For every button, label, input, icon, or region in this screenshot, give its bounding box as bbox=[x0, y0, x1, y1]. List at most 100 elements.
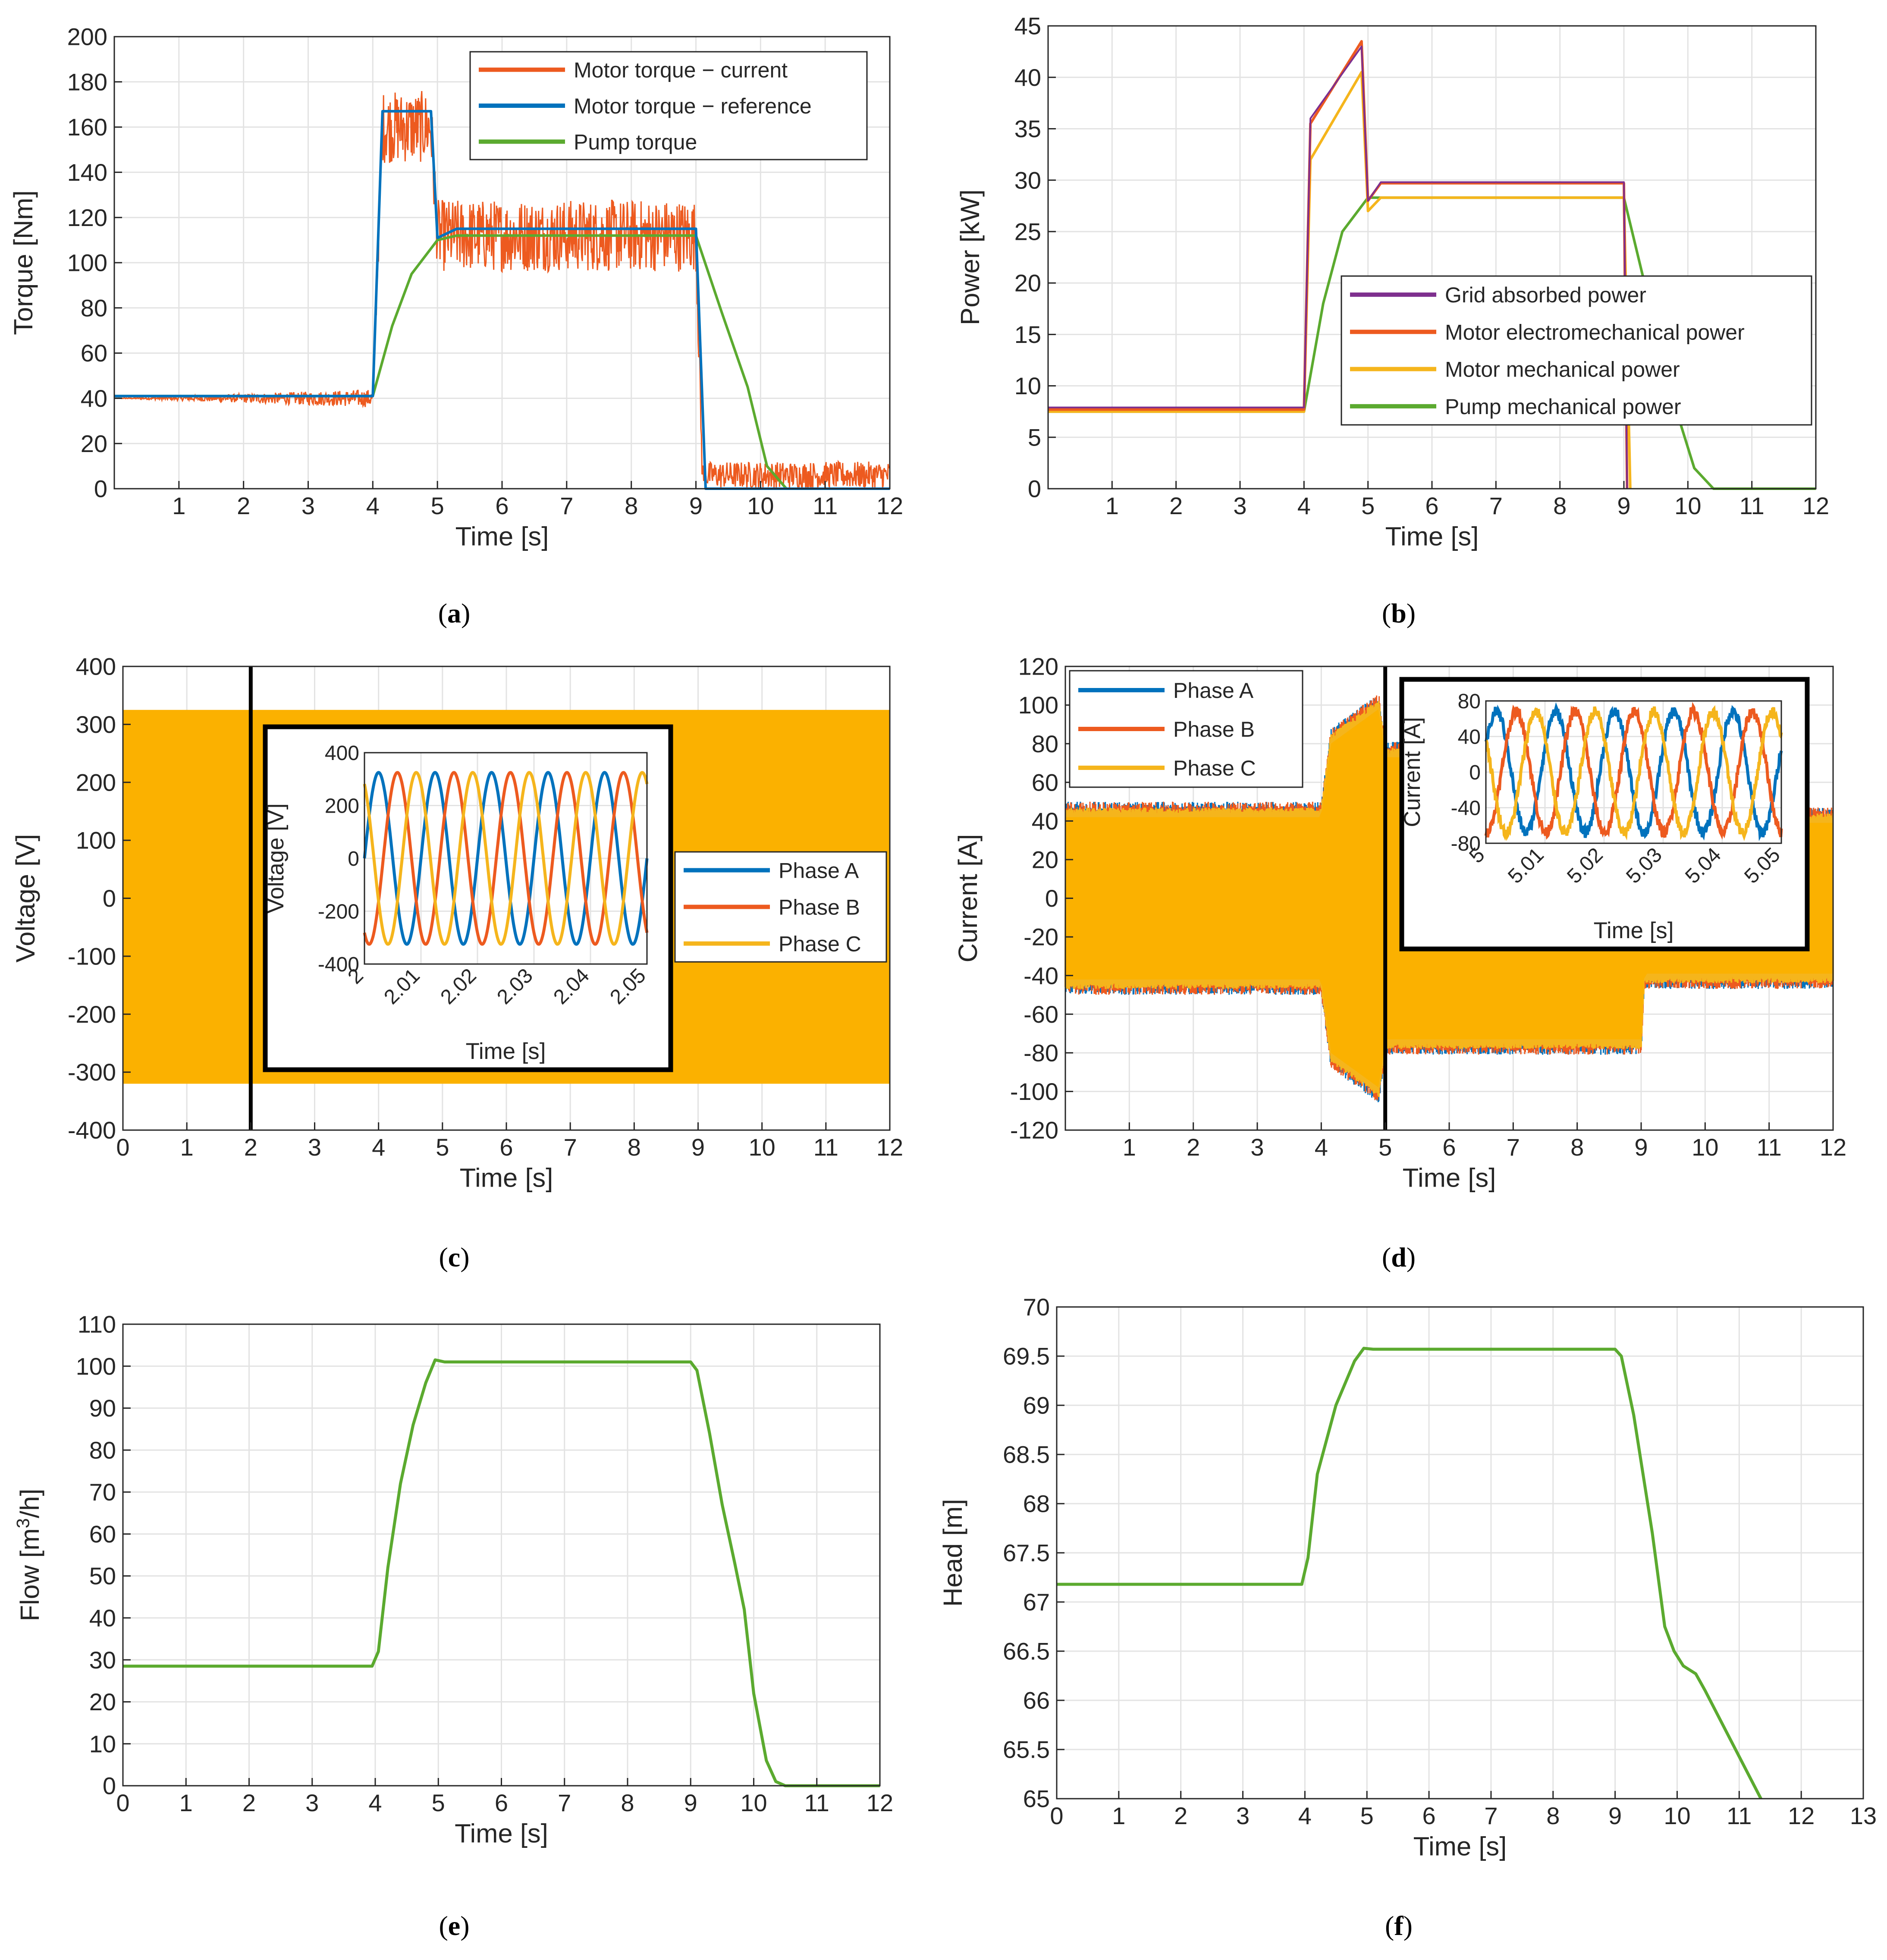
inset-y-tick-label: -80 bbox=[1451, 832, 1481, 855]
inset-y-tick-label: 0 bbox=[1469, 761, 1481, 784]
x-tick-label: 7 bbox=[1489, 492, 1503, 519]
y-tick-label: 0 bbox=[1045, 885, 1058, 912]
x-tick-label: 11 bbox=[804, 1789, 829, 1816]
x-tick-label: 5 bbox=[1361, 492, 1375, 519]
x-tick-label: 0 bbox=[1050, 1802, 1063, 1829]
y-tick-label: 10 bbox=[89, 1730, 116, 1757]
y-tick-label: 120 bbox=[67, 204, 107, 231]
panel-caption-e: (e) bbox=[439, 1910, 470, 1941]
legend-entry: Grid absorbed power bbox=[1445, 283, 1646, 307]
legend-box bbox=[1341, 275, 1812, 426]
legend-entry: Motor mechanical power bbox=[1445, 358, 1680, 382]
legend-a: Motor torque − current Motor torque − ref… bbox=[469, 51, 868, 160]
y-tick-label: 45 bbox=[1014, 13, 1041, 40]
y-tick-label: 40 bbox=[1014, 64, 1041, 91]
x-tick-label: 10 bbox=[1674, 492, 1701, 519]
x-tick-label: 3 bbox=[301, 492, 315, 519]
y-tick-label: -60 bbox=[1024, 1001, 1058, 1028]
y-axis-label: Current [A] bbox=[953, 834, 983, 963]
panel-caption-c: (c) bbox=[439, 1242, 470, 1272]
y-axis-label: Head [m] bbox=[938, 1499, 968, 1607]
x-axis-label: Time [s] bbox=[455, 522, 549, 552]
x-tick-label: 6 bbox=[1442, 1134, 1456, 1161]
x-tick-label: 13 bbox=[1850, 1802, 1877, 1829]
x-tick-label: 4 bbox=[368, 1789, 382, 1816]
x-tick-label: 3 bbox=[1250, 1134, 1264, 1161]
x-tick-label: 12 bbox=[1820, 1134, 1846, 1161]
y-tick-label: 90 bbox=[89, 1395, 116, 1422]
y-tick-label: -20 bbox=[1024, 923, 1058, 951]
x-tick-label: 9 bbox=[684, 1789, 697, 1816]
x-tick-label: 6 bbox=[495, 492, 509, 519]
x-tick-label: 7 bbox=[560, 492, 573, 519]
x-tick-label: 10 bbox=[740, 1789, 767, 1816]
x-tick-label: 1 bbox=[179, 1789, 193, 1816]
panel-caption-d: (d) bbox=[1381, 1242, 1416, 1272]
legend-entry: Phase A bbox=[1173, 678, 1254, 703]
y-tick-label: 100 bbox=[76, 1353, 116, 1380]
y-tick-label: 68 bbox=[1023, 1490, 1050, 1517]
y-tick-label: 80 bbox=[89, 1436, 116, 1464]
inset-series-phase-b bbox=[363, 771, 649, 946]
x-tick-label: 7 bbox=[558, 1789, 571, 1816]
x-tick-label: 2 bbox=[242, 1789, 256, 1816]
x-tick-label: 8 bbox=[628, 1134, 641, 1161]
x-tick-label: 11 bbox=[1727, 1802, 1752, 1829]
x-tick-label: 5 bbox=[436, 1134, 449, 1161]
x-tick-label: 1 bbox=[172, 492, 185, 519]
panel-caption-f: (f) bbox=[1385, 1910, 1413, 1941]
x-tick-label: 1 bbox=[1112, 1802, 1125, 1829]
y-tick-label: 80 bbox=[81, 294, 107, 321]
y-tick-label: 65 bbox=[1023, 1785, 1050, 1812]
legend-entry: Pump mechanical power bbox=[1445, 395, 1681, 419]
y-tick-label: 0 bbox=[94, 475, 107, 503]
inset-series-phase-a bbox=[363, 771, 649, 946]
y-tick-label: -40 bbox=[1024, 962, 1058, 989]
inset-y-tick-label: -200 bbox=[318, 900, 359, 923]
x-tick-label: 10 bbox=[747, 492, 774, 519]
x-tick-label: 11 bbox=[1757, 1134, 1782, 1161]
y-tick-label: 30 bbox=[89, 1646, 116, 1674]
y-tick-label: -100 bbox=[68, 942, 116, 970]
x-axis-label: Time [s] bbox=[1385, 522, 1479, 552]
x-axis-label: Time [s] bbox=[460, 1163, 553, 1193]
inset-y-tick-label: 200 bbox=[325, 795, 359, 817]
y-tick-label: 10 bbox=[1014, 372, 1041, 399]
y-axis-label: Flow [m3/h] bbox=[13, 1489, 45, 1621]
legend-entry: Motor torque − current bbox=[574, 58, 788, 82]
y-tick-label: 20 bbox=[1014, 270, 1041, 297]
x-tick-label: 6 bbox=[499, 1134, 513, 1161]
y-tick-label: 60 bbox=[1032, 769, 1058, 796]
x-tick-label: 12 bbox=[1788, 1802, 1815, 1829]
y-tick-label: -120 bbox=[1010, 1117, 1058, 1144]
x-tick-label: 2 bbox=[1174, 1802, 1187, 1829]
x-tick-label: 1 bbox=[180, 1134, 194, 1161]
y-tick-label: 140 bbox=[67, 159, 107, 186]
y-tick-label: 69 bbox=[1023, 1392, 1050, 1419]
chart-e: 0 1 2 3 4 5 6 7 8 9 10 11 12010203040506070809010011… bbox=[13, 1311, 894, 1849]
x-tick-label: 6 bbox=[1422, 1802, 1435, 1829]
x-tick-label: 4 bbox=[366, 492, 380, 519]
legend-b: Grid absorbed power Motor electromechanic… bbox=[1341, 275, 1812, 426]
y-tick-label: -300 bbox=[68, 1059, 116, 1086]
x-tick-label: 8 bbox=[621, 1789, 634, 1816]
y-tick-label: 180 bbox=[67, 68, 107, 95]
inset-y-tick-label: 400 bbox=[325, 742, 359, 765]
x-tick-label: 3 bbox=[1236, 1802, 1250, 1829]
x-tick-label: 10 bbox=[1664, 1802, 1690, 1829]
y-tick-label: 25 bbox=[1014, 218, 1041, 245]
x-axis-label: Time [s] bbox=[1413, 1832, 1507, 1862]
x-tick-label: 9 bbox=[689, 492, 703, 519]
inset-y-axis-label: Current [A] bbox=[1400, 717, 1425, 827]
y-tick-label: 68.5 bbox=[1003, 1441, 1050, 1468]
x-tick-label: 4 bbox=[1298, 1802, 1312, 1829]
inset-axes-frame bbox=[364, 752, 648, 965]
y-tick-label: 200 bbox=[76, 769, 116, 796]
y-tick-label: 67.5 bbox=[1003, 1539, 1050, 1567]
legend-entry: Pump torque bbox=[574, 130, 697, 154]
y-tick-label: 40 bbox=[81, 385, 107, 412]
y-tick-label: 70 bbox=[89, 1479, 116, 1506]
y-axis-label: Voltage [V] bbox=[11, 834, 41, 963]
